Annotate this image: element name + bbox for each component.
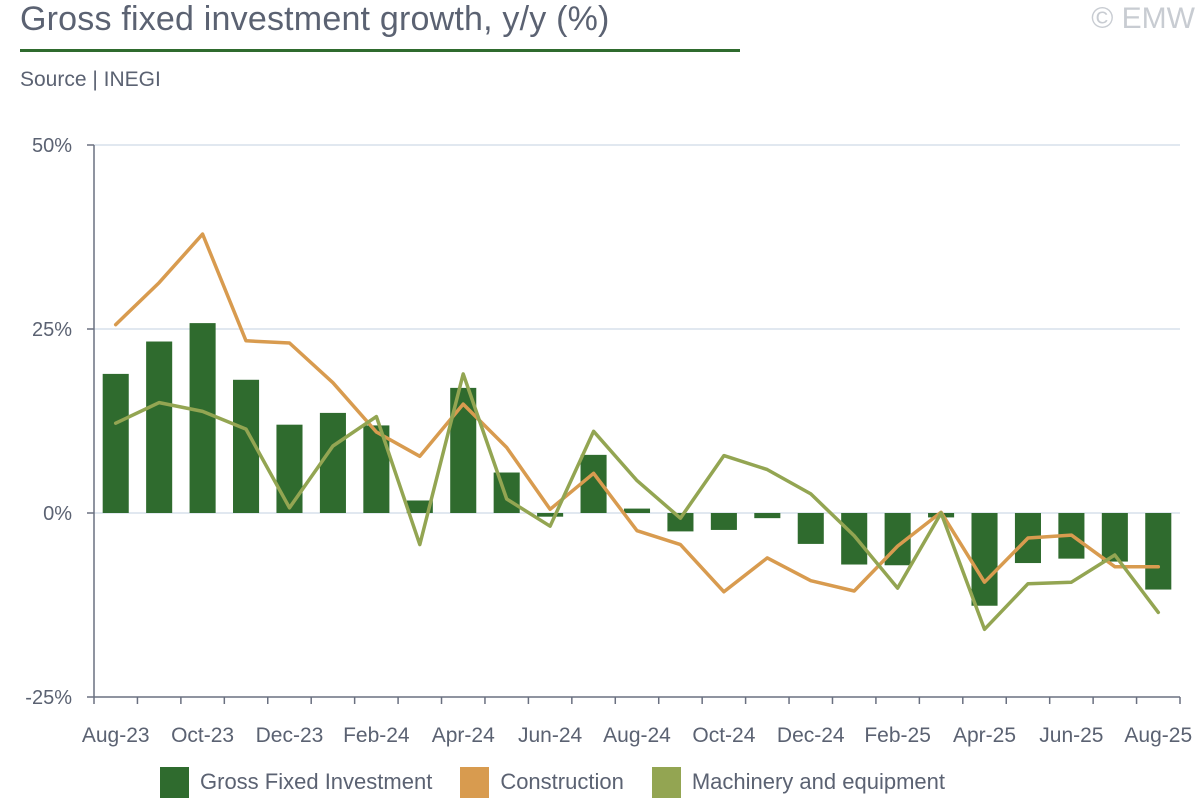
x-tick-label: Aug-23 — [82, 724, 150, 747]
bar — [754, 513, 781, 519]
bar — [797, 513, 824, 544]
machinery-line — [113, 372, 1161, 632]
bar — [710, 513, 737, 530]
source-label: Source | INEGI — [20, 68, 161, 91]
copyright-label: © EMW — [1091, 2, 1195, 35]
bar — [406, 500, 433, 513]
title-underline — [20, 49, 740, 52]
x-tick-label: Apr-24 — [432, 724, 495, 747]
x-tick-label: Aug-24 — [603, 724, 671, 747]
legend-item-construction: Construction — [460, 766, 624, 798]
bar — [146, 341, 173, 513]
legend-item-gfi: Gross Fixed Investment — [160, 766, 433, 798]
legend-label-machinery: Machinery and equipment — [691, 769, 945, 794]
x-tick-label: Jun-24 — [518, 724, 583, 747]
x-tick-label: Apr-25 — [953, 724, 1016, 747]
bar — [623, 508, 651, 513]
chart-title: Gross fixed investment growth, y/y (%) — [20, 0, 610, 38]
bar — [102, 373, 129, 513]
bar — [971, 513, 998, 606]
legend-swatch-gfi — [160, 766, 189, 798]
x-tick-label: Aug-25 — [1124, 724, 1192, 747]
x-tick-label: Dec-24 — [777, 724, 845, 747]
x-tick-label: Feb-24 — [343, 724, 410, 747]
bar — [276, 424, 303, 513]
bar — [537, 513, 564, 517]
x-tick-label: Dec-23 — [256, 724, 324, 747]
x-tick-label: Oct-23 — [171, 724, 234, 747]
construction-line — [113, 232, 1161, 594]
x-tick-label: Feb-25 — [864, 724, 931, 747]
legend-swatch-machinery — [651, 766, 681, 798]
bar — [1145, 513, 1172, 590]
y-tick-label: -25% — [25, 687, 72, 709]
y-tick-label: 25% — [32, 319, 72, 341]
y-tick-label: 0% — [43, 503, 72, 525]
legend: Gross Fixed Investment Construction Mach… — [160, 765, 973, 799]
y-tick-label: 50% — [32, 135, 72, 157]
legend-item-machinery: Machinery and equipment — [651, 766, 945, 798]
bar — [319, 412, 346, 513]
bar — [493, 472, 520, 513]
bar — [841, 513, 868, 565]
x-tick-label: Oct-24 — [692, 724, 755, 747]
x-tick-label: Jun-25 — [1039, 724, 1103, 747]
legend-swatch-construction — [460, 766, 490, 798]
bar — [667, 513, 694, 532]
bar — [189, 323, 216, 513]
chart-area: 50% 25% 0% -25% Aug-23 Oct-23 Dec-23 Feb-24 Apr-… — [25, 135, 1192, 747]
legend-label-construction: Construction — [500, 769, 624, 794]
legend-label-gfi: Gross Fixed Investment — [200, 769, 433, 794]
